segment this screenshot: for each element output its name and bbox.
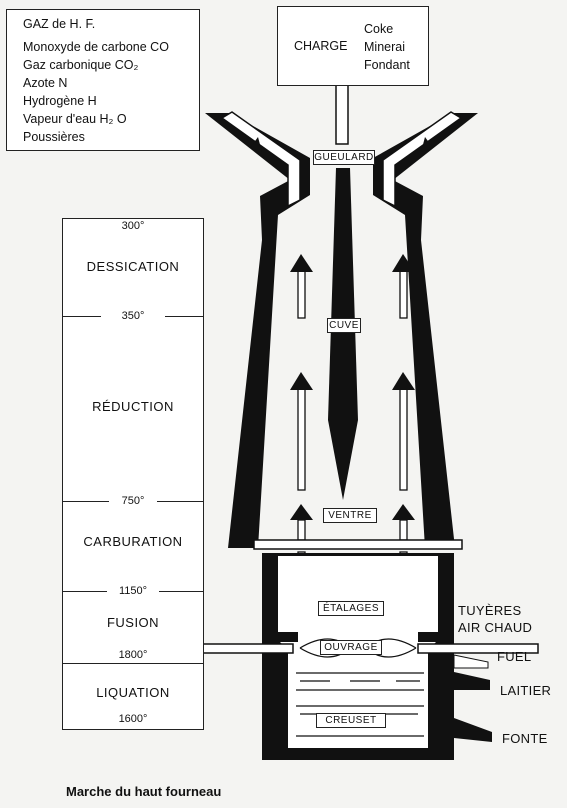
label-creuset: CREUSET <box>316 713 386 728</box>
gas-line-co: Monoxyde de carbone CO <box>23 40 169 54</box>
slag-tap-spout <box>454 672 490 690</box>
charge-arrow-down <box>328 420 358 500</box>
temp-1800: 1800° <box>118 649 148 661</box>
charge-wedge <box>328 168 358 420</box>
gas-box-title: GAZ de H. F. <box>23 17 96 31</box>
furnace-shell-right <box>373 113 478 548</box>
furnace-shell-left <box>205 113 310 548</box>
label-ventre: VENTRE <box>323 508 377 523</box>
charge-item-coke: Coke <box>364 22 394 36</box>
temp-1600: 1600° <box>118 713 148 725</box>
gas-arrow-left <box>250 137 262 152</box>
charge-title: CHARGE <box>294 39 348 53</box>
gas-line-dust: Poussières <box>23 130 85 144</box>
fuel-spout <box>453 654 489 669</box>
label-fuel: FUEL <box>497 649 532 664</box>
bosh-ring <box>253 539 463 550</box>
gas-pipe-right <box>382 111 463 208</box>
metal-tap-spout <box>454 718 492 742</box>
gas-arrow-left-1 <box>290 254 313 272</box>
charge-item-ore: Minerai <box>364 40 405 54</box>
label-etalages: ÉTALAGES <box>318 601 384 616</box>
charge-box: CHARGE Coke Minerai Fondant <box>277 6 429 86</box>
blast-furnace-gas-box: GAZ de H. F. Monoxyde de carbone CO Gaz … <box>6 9 200 151</box>
slag-layer <box>296 672 424 691</box>
temp-1150: 1150° <box>118 585 148 597</box>
gas-arrow-right <box>421 137 433 152</box>
bosh-wall-right <box>438 553 454 640</box>
gas-line-co2: Gaz carbonique CO₂ <box>23 58 139 72</box>
figure-caption: Marche du haut fourneau <box>66 784 222 799</box>
gas-arrow-right-2 <box>392 372 415 390</box>
zone-carburation: CARBURATION <box>83 534 183 549</box>
label-tuyeres: TUYÈRES <box>458 603 522 618</box>
gas-line-n: Azote N <box>23 76 68 90</box>
tuyere-pipe-right <box>417 643 539 654</box>
zone-liquation: LIQUATION <box>96 685 170 700</box>
temperature-scale: 300° DESSICATION 350° RÉDUCTION 750° CAR… <box>62 218 204 730</box>
label-pig-iron: FONTE <box>502 731 548 746</box>
temp-300: 300° <box>121 220 145 232</box>
zone-fusion: FUSION <box>106 615 160 630</box>
temp-750: 750° <box>121 495 145 507</box>
gas-line-h: Hydrogène H <box>23 94 97 108</box>
bosh-wall-left <box>262 553 278 640</box>
gas-line-h2o: Vapeur d'eau H₂ O <box>23 112 127 126</box>
zone-reduction: RÉDUCTION <box>92 399 174 414</box>
gas-arrow-left-2 <box>290 372 313 390</box>
label-ouvrage: OUVRAGE <box>320 640 382 655</box>
charge-neck <box>335 83 349 145</box>
gas-arrow-left-3 <box>290 504 313 520</box>
gas-arrow-right-1 <box>392 254 415 272</box>
tuyere-pipe-left <box>197 643 294 654</box>
label-hot-air: AIR CHAUD <box>458 620 533 635</box>
gas-pipe-left <box>220 111 301 208</box>
label-gueulard: GUEULARD <box>313 150 375 165</box>
temp-350: 350° <box>121 310 145 322</box>
label-slag: LAITIER <box>500 683 552 698</box>
label-cuve: CUVE <box>327 318 361 333</box>
zone-dessication: DESSICATION <box>86 259 180 274</box>
gas-arrow-right-3 <box>392 504 415 520</box>
charge-item-flux: Fondant <box>364 58 410 72</box>
